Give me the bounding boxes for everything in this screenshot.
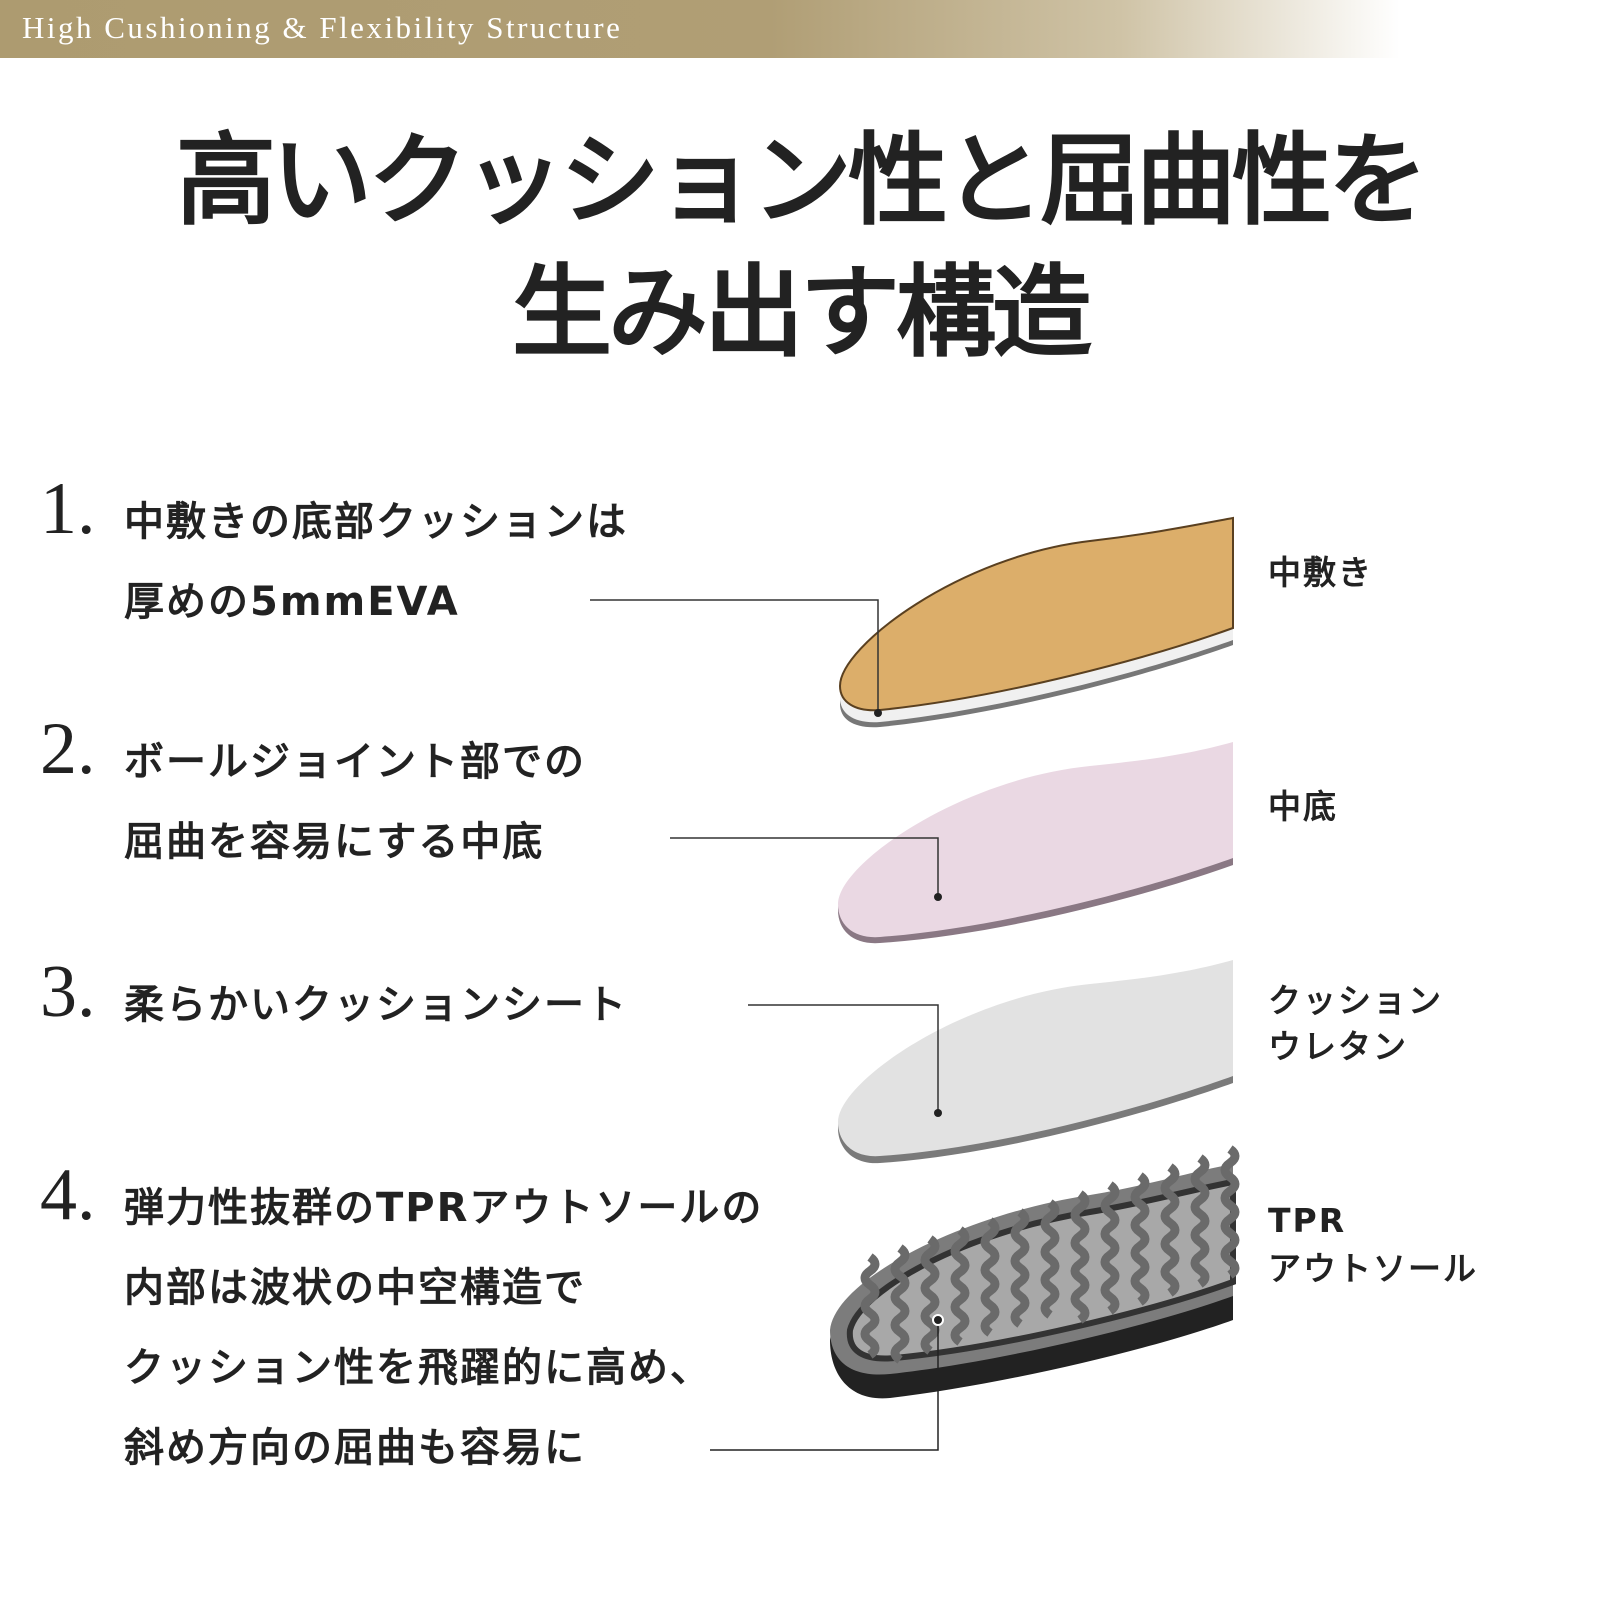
item-1-line-1: 中敷きの底部クッションは <box>124 499 628 545</box>
outsole-wave-rib <box>1040 1199 1060 1319</box>
label-outsole-line-2: アウトソール <box>1268 1249 1478 1288</box>
outsole-wave-rib <box>1190 1154 1210 1288</box>
outsole-wave-rib <box>1220 1145 1240 1279</box>
outsole-wave-rib <box>1130 1172 1150 1306</box>
insole-layer-3 <box>838 960 1233 1164</box>
leader-line-4 <box>710 1320 939 1451</box>
insole-layer-1 <box>838 516 1234 728</box>
outsole-wave-rib <box>920 1235 940 1355</box>
outsole-wave-rib <box>950 1226 970 1346</box>
outsole-wave-rib <box>860 1253 880 1359</box>
outsole-wave-rib <box>1070 1190 1090 1324</box>
page-title-line2: 生み出す構造 <box>512 253 1092 371</box>
item-1-number: 1. <box>40 468 96 550</box>
outsole-wave-rib <box>980 1217 1000 1337</box>
outsole-wave-rib <box>890 1244 910 1364</box>
insole-layer-4-outsole <box>830 1145 1240 1399</box>
leader-dot-3 <box>934 1109 942 1117</box>
item-2-number: 2. <box>40 708 96 790</box>
banner-text: High Cushioning & Flexibility Structure <box>22 10 623 45</box>
label-cushion-line-2: ウレタン <box>1268 1027 1408 1066</box>
item-4-number: 4. <box>40 1154 96 1236</box>
item-4-line-1: 弾力性抜群のTPRアウトソールの <box>124 1185 764 1231</box>
item-2-line-2: 屈曲を容易にする中底 <box>124 819 545 865</box>
label-insole: 中敷き <box>1268 553 1373 592</box>
item-1-line-2: 厚めの5mmEVA <box>124 579 460 625</box>
outsole-wave-rib <box>1100 1181 1120 1315</box>
item-3-line-1: 柔らかいクッションシート <box>124 982 628 1028</box>
leader-dot-1 <box>874 709 882 717</box>
leader-line-2 <box>670 837 939 897</box>
label-midsole: 中底 <box>1268 787 1338 826</box>
leader-line-1 <box>590 599 879 713</box>
leader-dot-4 <box>932 1314 944 1326</box>
item-4-line-3: クッション性を飛躍的に高め、 <box>124 1345 712 1391</box>
label-cushion-line-1: クッション <box>1268 981 1443 1020</box>
item-4-line-2: 内部は波状の中空構造で <box>124 1265 586 1311</box>
label-outsole-line-1: TPR <box>1268 1201 1347 1240</box>
item-2-line-1: ボールジョイント部での <box>124 739 586 785</box>
item-4-line-4: 斜め方向の屈曲も容易に <box>124 1425 586 1471</box>
header-banner: High Cushioning & Flexibility Structure <box>0 0 1400 58</box>
insole-layer-2 <box>838 742 1233 944</box>
outsole-wave-rib <box>1010 1208 1030 1328</box>
outsole-wave-rib <box>1160 1163 1180 1297</box>
page-title-line1: 高いクッション性と屈曲性を <box>176 121 1428 239</box>
leader-dot-2 <box>934 893 942 901</box>
item-3-number: 3. <box>40 951 96 1033</box>
leader-line-3 <box>748 1004 939 1113</box>
